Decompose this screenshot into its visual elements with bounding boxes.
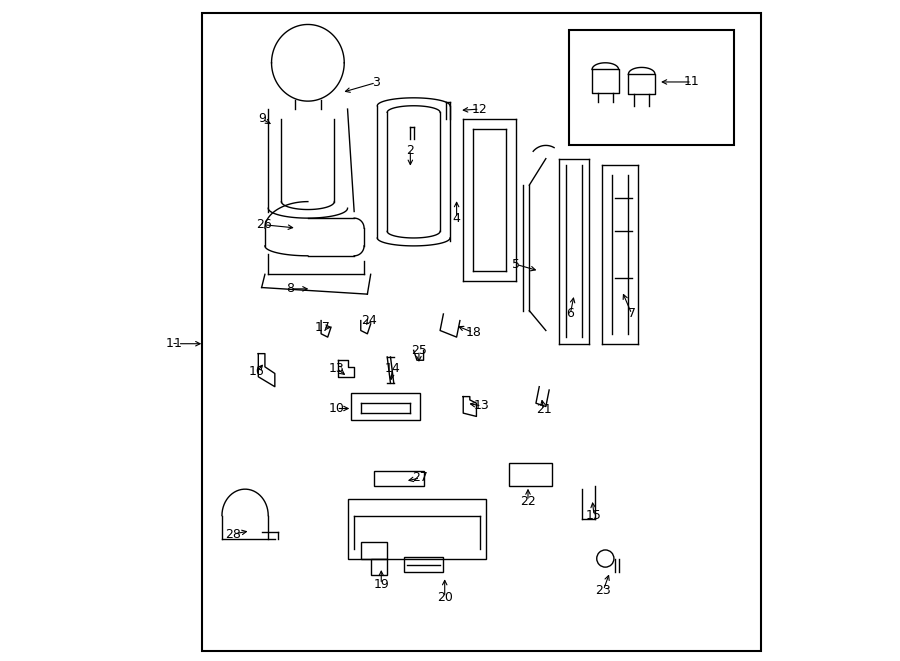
Text: 2: 2 [407,143,414,157]
Text: 7: 7 [628,307,635,321]
Text: 24: 24 [362,314,377,327]
Bar [371,559,387,575]
Text: 1: 1 [174,337,182,350]
Text: 15: 15 [586,509,602,522]
Text: 16: 16 [249,365,265,378]
Text: 9: 9 [258,112,266,126]
Bar [351,393,420,420]
Text: 25: 25 [411,344,427,357]
Text: 3: 3 [372,76,380,89]
Bar [374,471,424,486]
Text: 4: 4 [453,212,461,225]
Text: 18: 18 [465,326,482,339]
Bar [509,463,553,486]
Text: 5: 5 [512,258,520,271]
Bar [404,557,444,572]
Text: 10: 10 [328,402,344,415]
Bar [347,499,486,559]
Text: 17: 17 [315,321,331,334]
Text: 1-: 1- [166,337,177,350]
Text: 19: 19 [374,578,389,591]
Text: 22: 22 [520,494,536,508]
Bar [361,542,387,559]
Bar [569,30,734,145]
Text: 27: 27 [412,471,428,485]
Text: 28: 28 [225,527,241,541]
Text: 20: 20 [436,591,453,604]
Text: 14: 14 [384,362,400,375]
Text: 21: 21 [536,403,552,416]
Text: 13: 13 [474,399,490,412]
Bar [202,13,760,651]
Text: 26: 26 [256,218,272,231]
Text: 8: 8 [286,282,294,295]
Text: 11: 11 [684,75,700,89]
Text: 12: 12 [472,102,488,116]
Text: 6: 6 [566,307,574,321]
Text: 13: 13 [328,362,344,375]
Text: 23: 23 [596,584,611,597]
